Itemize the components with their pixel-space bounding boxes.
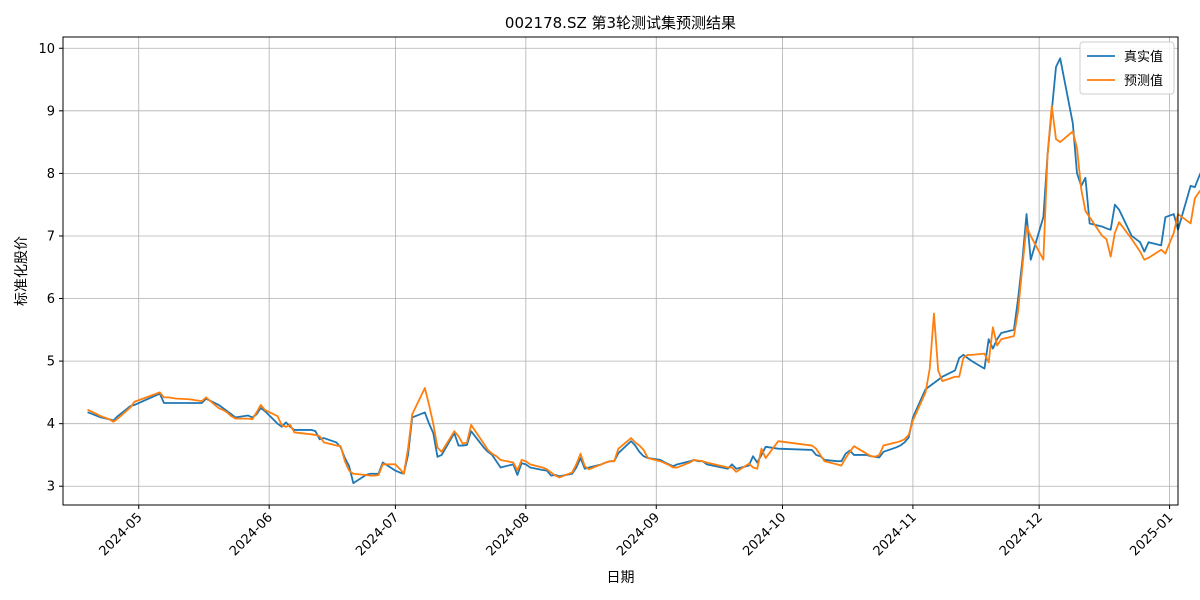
y-tick-label: 6 xyxy=(47,292,55,307)
plot-area-frame xyxy=(62,36,1179,506)
x-axis-title: 日期 xyxy=(607,570,635,586)
y-axis-title: 标准化股价 xyxy=(14,236,30,306)
legend-box xyxy=(1079,41,1175,95)
y-tick-label: 10 xyxy=(38,42,55,57)
y-tick-label: 9 xyxy=(47,104,55,119)
series-line-1 xyxy=(87,104,1200,479)
legend: 真实值 预测值 xyxy=(1079,41,1175,95)
grid-lines xyxy=(63,37,1178,505)
y-tick-label: 4 xyxy=(47,417,55,432)
y-axis-ticks: 3 4 5 6 7 8 9 10 xyxy=(38,42,63,495)
chart-title: 002178.SZ 第3轮测试集预测结果 xyxy=(505,14,736,32)
series-lines xyxy=(87,57,1200,485)
y-tick-label: 3 xyxy=(47,480,55,495)
legend-label-predicted: 预测值 xyxy=(1124,73,1163,89)
y-tick-label: 5 xyxy=(47,355,55,370)
legend-label-actual: 真实值 xyxy=(1124,49,1163,65)
y-tick-label: 8 xyxy=(47,167,55,182)
y-tick-label: 7 xyxy=(47,229,55,244)
